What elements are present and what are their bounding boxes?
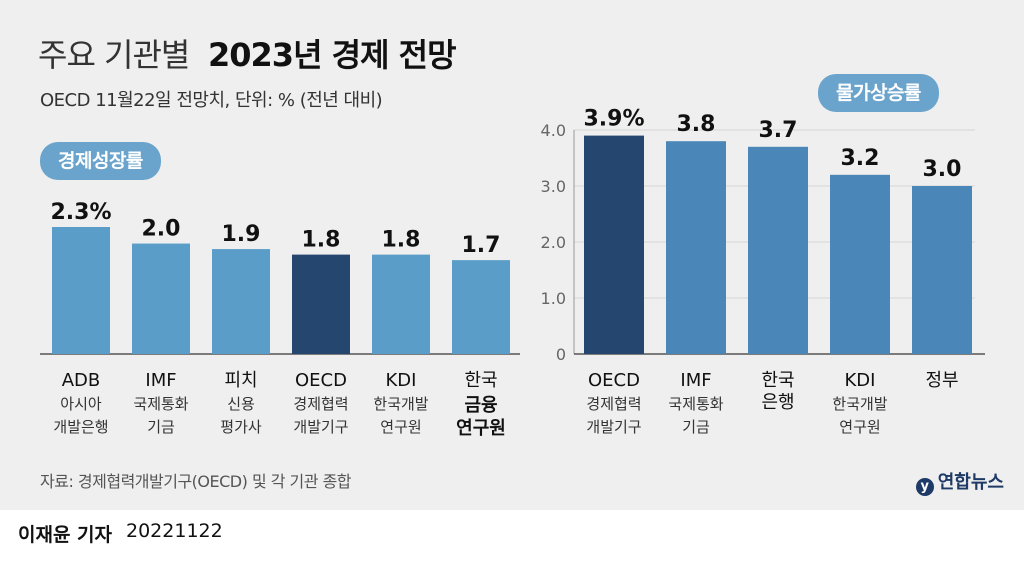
gdp-category-label-2: 피치 — [224, 370, 257, 391]
cpi-category-label-3-0: KDI — [845, 370, 876, 391]
gdp-category-label-3: OECD — [295, 370, 347, 391]
gdp-sublabel-0-1: 개발은행 — [53, 418, 108, 436]
gdp-bar-0 — [52, 227, 110, 354]
cpi-bar-4 — [912, 186, 972, 354]
gdp-bar-3 — [292, 254, 350, 354]
title-bold: 2023년 경제 전망 — [208, 36, 457, 74]
gdp-sublabel-5-0: 금융 — [464, 395, 497, 416]
cpi-ytick-4: 0 — [556, 345, 566, 364]
cpi-value-label-1: 3.8 — [677, 112, 716, 137]
cpi-ytick-3: 1.0 — [541, 289, 566, 308]
cpi-bar-3 — [830, 174, 890, 354]
gdp-bar-5 — [452, 260, 510, 354]
gdp-bar-1 — [132, 243, 190, 354]
cpi-ytick-2: 2.0 — [541, 233, 566, 252]
yonhap-logo: y 연합뉴스 — [915, 468, 1004, 496]
gdp-bar-4 — [372, 254, 430, 354]
gdp-category-label-5: 한국 — [464, 370, 497, 391]
cpi-sublabel-3-0: 한국개발 — [832, 395, 887, 413]
cpi-value-label-4: 3.0 — [923, 157, 962, 182]
subtitle: OECD 11월22일 전망치, 단위: % (전년 대비) — [40, 90, 383, 111]
gdp-category-label-0: ADB — [62, 370, 101, 391]
cpi-ytick-1: 3.0 — [541, 177, 566, 196]
gdp-value-label-2: 1.9 — [222, 222, 261, 247]
title-light: 주요 기관별 — [38, 36, 190, 74]
gdp-value-label-1: 2.0 — [142, 217, 181, 242]
cpi-category-label-4-0: 정부 — [925, 370, 958, 391]
gdp-sublabel-2-1: 평가사 — [220, 418, 262, 436]
gdp-sublabel-1-1: 기금 — [147, 418, 175, 436]
gdp-value-label-0: 2.3% — [50, 200, 111, 225]
cpi-value-label-3: 3.2 — [841, 146, 880, 171]
cpi-bar-1 — [666, 141, 726, 354]
gdp-value-label-4: 1.8 — [382, 228, 421, 253]
cpi-category-label-1-0: IMF — [680, 370, 711, 391]
cpi-sublabel-0-1: 개발기구 — [586, 418, 641, 436]
gdp-value-label-5: 1.7 — [462, 233, 501, 258]
cpi-category-label-2-1: 은행 — [761, 392, 794, 413]
gdp-sublabel-4-1: 연구원 — [380, 418, 421, 436]
cpi-category-label-2-0: 한국 — [761, 370, 794, 391]
byline: 이재윤 기자 — [18, 524, 113, 546]
gdp-bar-2 — [212, 249, 270, 354]
gdp-chart-title: 경제성장률 — [40, 142, 161, 180]
cpi-bar-2 — [748, 146, 808, 354]
cpi-chart-title: 물가상승률 — [818, 74, 939, 112]
gdp-sublabel-3-0: 경제협력 — [293, 395, 348, 413]
cpi-category-label-0-0: OECD — [588, 370, 640, 391]
cpi-sublabel-1-1: 기금 — [682, 418, 710, 436]
cpi-bar-0 — [584, 135, 644, 354]
gdp-sublabel-2-0: 신용 — [227, 395, 255, 413]
source-note: 자료: 경제협력개발기구(OECD) 및 각 기관 종합 — [40, 472, 352, 491]
cpi-sublabel-0-0: 경제협력 — [586, 395, 641, 413]
gdp-sublabel-4-0: 한국개발 — [373, 395, 428, 413]
cpi-value-label-0: 3.9% — [583, 107, 644, 132]
gdp-sublabel-0-0: 아시아 — [60, 395, 102, 413]
gdp-category-label-1: IMF — [145, 370, 176, 391]
date: 20221122 — [126, 520, 223, 542]
logo-text: 연합뉴스 — [937, 472, 1004, 493]
cpi-value-label-2: 3.7 — [759, 118, 798, 143]
gdp-sublabel-5-1: 연구원 — [456, 418, 506, 439]
cpi-ytick-0: 4.0 — [541, 121, 566, 140]
gdp-sublabel-3-1: 개발기구 — [293, 418, 348, 436]
gdp-value-label-3: 1.8 — [302, 228, 341, 253]
cpi-sublabel-3-1: 연구원 — [839, 418, 880, 436]
cpi-sublabel-1-0: 국제통화 — [668, 395, 723, 413]
gdp-category-label-4: KDI — [386, 370, 417, 391]
gdp-sublabel-1-0: 국제통화 — [133, 395, 188, 413]
logo-mark-icon: y — [915, 478, 934, 496]
